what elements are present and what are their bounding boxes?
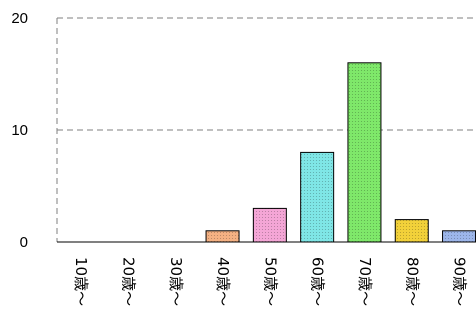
- bar-texture: [443, 231, 476, 242]
- x-tick-label: 50歳～: [261, 257, 279, 306]
- x-tick-label: 60歳～: [309, 257, 327, 306]
- x-tick-label: 20歳～: [119, 257, 137, 306]
- x-tick-label: 10歳～: [72, 257, 90, 306]
- x-tick-label: 40歳～: [214, 257, 232, 306]
- bar: [206, 231, 239, 242]
- x-axis-labels: 10歳～ 20歳～ 30歳～ 40歳～ 50歳～ 60歳～ 70歳～ 80歳～ 90歳～: [72, 257, 468, 306]
- bar-texture: [206, 231, 239, 242]
- y-tick-label: 0: [20, 234, 28, 251]
- bar-texture: [301, 152, 334, 242]
- bars: [206, 63, 476, 242]
- x-tick-label: 80歳～: [403, 257, 421, 306]
- y-tick-label: 10: [11, 122, 28, 139]
- bar: [443, 231, 476, 242]
- x-tick-label: 30歳～: [167, 257, 185, 306]
- bar-texture: [395, 220, 428, 242]
- bar: [348, 63, 381, 242]
- bar: [395, 220, 428, 242]
- y-tick-label: 20: [11, 10, 28, 27]
- bar: [253, 208, 286, 242]
- x-tick-label: 70歳～: [356, 257, 374, 306]
- bar-texture: [253, 208, 286, 242]
- bar: [301, 152, 334, 242]
- x-tick-label: 90歳～: [451, 257, 469, 306]
- bar-texture: [348, 63, 381, 242]
